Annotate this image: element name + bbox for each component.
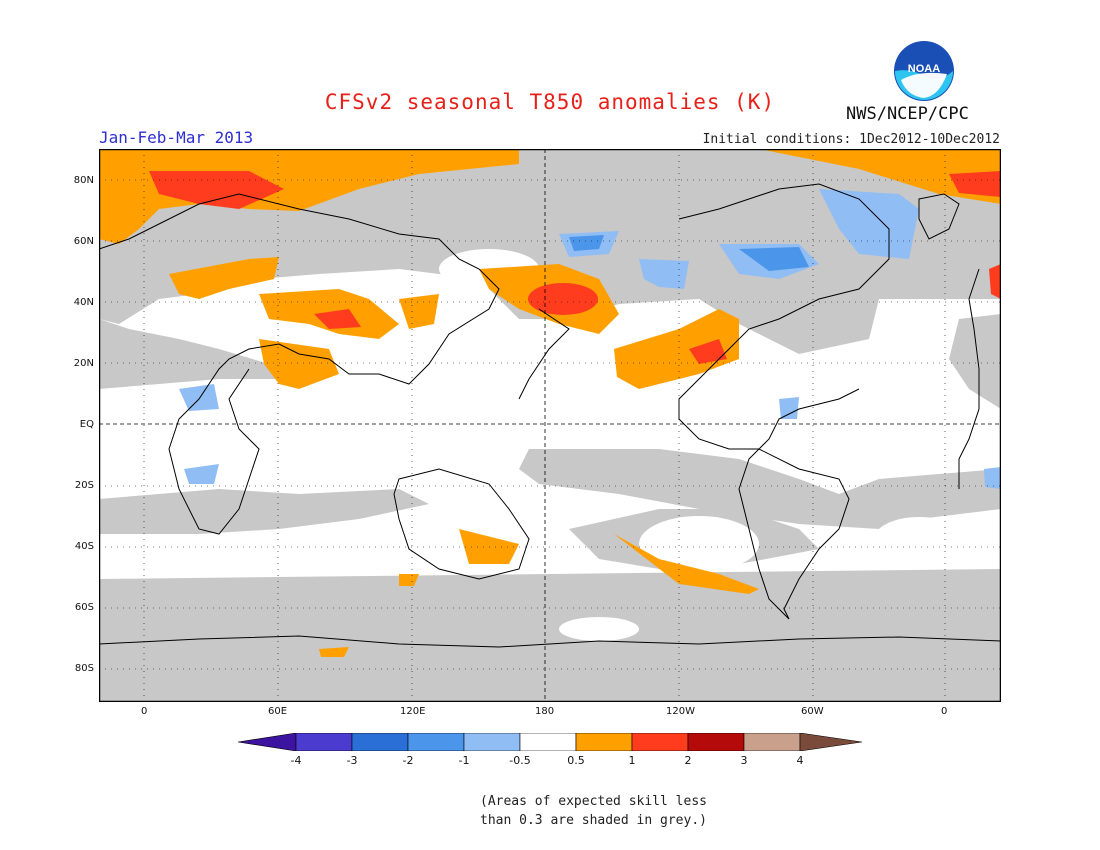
strong-positive-anomaly-areas	[149, 171, 1001, 364]
colorbar-tick: 4	[796, 754, 804, 767]
colorbar-segment	[463, 733, 521, 751]
lat-label: 40N	[73, 297, 94, 308]
lon-label: 0	[941, 706, 948, 717]
coastlines	[99, 183, 1001, 648]
season-label: Jan-Feb-Mar 2013	[99, 128, 254, 147]
lon-label: 60W	[801, 706, 824, 717]
colorbar	[238, 733, 862, 751]
colorbar-tick: 3	[740, 754, 748, 767]
noaa-logo: NOAA	[894, 41, 954, 101]
colorbar-tick: -2	[402, 754, 414, 767]
colorbar-segment	[519, 733, 577, 751]
colorbar-tick: 1	[628, 754, 636, 767]
lon-label: 120W	[666, 706, 695, 717]
skill-footnote: (Areas of expected skill less than 0.3 a…	[480, 792, 707, 830]
noaa-logo-text: NOAA	[908, 63, 940, 75]
colorbar-tick: -1	[458, 754, 470, 767]
lat-label: 60S	[74, 602, 94, 613]
lat-label: 80S	[74, 663, 94, 674]
anomaly-map	[99, 149, 1001, 702]
colorbar-tick: -4	[290, 754, 302, 767]
colorbar-segment	[407, 733, 465, 751]
lat-label: 40S	[74, 541, 94, 552]
colorbar-segment	[238, 733, 297, 751]
lat-label: 80N	[73, 175, 94, 186]
lon-label: 0	[141, 706, 148, 717]
equator-dateline	[99, 149, 1001, 702]
agency-label: NWS/NCEP/CPC	[846, 104, 969, 124]
lon-label: 120E	[400, 706, 426, 717]
footnote-line: (Areas of expected skill less	[480, 794, 707, 809]
lat-label: 20S	[74, 480, 94, 491]
lat-label: 20N	[73, 358, 94, 369]
colorbar-tick: 0.5	[567, 754, 585, 767]
initial-conditions-label: Initial conditions: 1Dec2012-10Dec2012	[702, 132, 1000, 147]
colorbar-segment	[575, 733, 633, 751]
colorbar-tick: -3	[346, 754, 358, 767]
colorbar-segment	[687, 733, 745, 751]
colorbar-segment	[351, 733, 409, 751]
colorbar-segment	[295, 733, 353, 751]
colorbar-segment	[631, 733, 689, 751]
map-border	[99, 149, 1001, 702]
footnote-line: than 0.3 are shaded in grey.)	[480, 813, 707, 828]
graticule	[99, 149, 1001, 702]
colorbar-segment	[743, 733, 801, 751]
chart-title: CFSv2 seasonal T850 anomalies (K)	[324, 90, 776, 114]
lat-label: 60N	[73, 236, 94, 247]
colorbar-segment	[799, 733, 862, 751]
lon-label: 180	[535, 706, 555, 717]
colorbar-tick: -0.5	[509, 754, 531, 767]
lon-label: 60E	[268, 706, 288, 717]
lat-label: EQ	[79, 419, 94, 430]
colorbar-tick: 2	[684, 754, 692, 767]
